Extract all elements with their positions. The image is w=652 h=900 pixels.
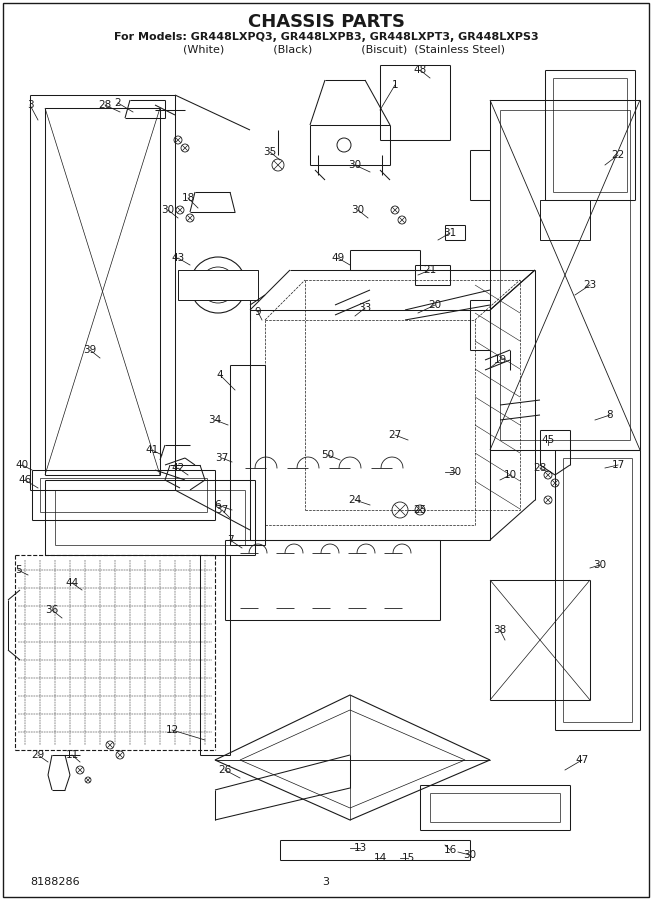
- Bar: [178, 270, 258, 300]
- Text: 19: 19: [494, 355, 507, 365]
- Text: 45: 45: [541, 435, 555, 445]
- Text: 3: 3: [323, 877, 329, 887]
- Text: 17: 17: [612, 460, 625, 470]
- Text: 24: 24: [348, 495, 362, 505]
- Text: 30: 30: [351, 205, 364, 215]
- Text: 34: 34: [209, 415, 222, 425]
- Text: 38: 38: [494, 625, 507, 635]
- Text: 36: 36: [46, 605, 59, 615]
- Text: 29: 29: [31, 750, 44, 760]
- Text: 28: 28: [98, 100, 111, 110]
- Text: 25: 25: [413, 505, 426, 515]
- Text: 8: 8: [607, 410, 614, 420]
- Text: 30: 30: [348, 160, 362, 170]
- Text: 37: 37: [215, 505, 229, 515]
- Text: 1: 1: [392, 80, 398, 90]
- Text: 18: 18: [181, 193, 195, 203]
- Text: 7: 7: [227, 535, 233, 545]
- Text: 16: 16: [443, 845, 456, 855]
- Text: 30: 30: [162, 205, 175, 215]
- Text: 39: 39: [83, 345, 96, 355]
- Text: 3: 3: [27, 100, 33, 110]
- Text: 8188286: 8188286: [30, 877, 80, 887]
- Text: 12: 12: [166, 725, 179, 735]
- Text: 42: 42: [171, 463, 185, 473]
- Text: 30: 30: [593, 560, 606, 570]
- Text: 43: 43: [171, 253, 185, 263]
- Text: 37: 37: [215, 453, 229, 463]
- Text: 23: 23: [584, 280, 597, 290]
- Text: 21: 21: [423, 265, 437, 275]
- Text: 20: 20: [428, 300, 441, 310]
- Text: 30: 30: [449, 467, 462, 477]
- Text: 15: 15: [402, 853, 415, 863]
- Text: 10: 10: [503, 470, 516, 480]
- Text: 11: 11: [65, 750, 79, 760]
- Text: 27: 27: [389, 430, 402, 440]
- Text: 44: 44: [65, 578, 79, 588]
- Text: 22: 22: [612, 150, 625, 160]
- Text: 48: 48: [413, 65, 426, 75]
- Text: For Models: GR448LXPQ3, GR448LXPB3, GR448LXPT3, GR448LXPS3: For Models: GR448LXPQ3, GR448LXPB3, GR44…: [113, 32, 539, 42]
- Text: 40: 40: [16, 460, 29, 470]
- Text: 28: 28: [533, 463, 546, 473]
- Text: 4: 4: [216, 370, 224, 380]
- Text: 33: 33: [359, 303, 372, 313]
- Text: CHASSIS PARTS: CHASSIS PARTS: [248, 13, 404, 31]
- Bar: [540, 200, 590, 240]
- Text: 5: 5: [15, 565, 22, 575]
- Text: (White)              (Black)              (Biscuit)  (Stainless Steel): (White) (Black) (Biscuit) (Stainless Ste…: [147, 45, 505, 55]
- Text: 50: 50: [321, 450, 334, 460]
- Text: 31: 31: [443, 228, 456, 238]
- Text: 30: 30: [464, 850, 477, 860]
- Text: 35: 35: [263, 147, 276, 157]
- Text: 47: 47: [575, 755, 589, 765]
- Text: 13: 13: [353, 843, 366, 853]
- Text: 6: 6: [215, 500, 221, 510]
- Text: 9: 9: [255, 307, 261, 317]
- Text: 46: 46: [18, 475, 32, 485]
- Text: 14: 14: [374, 853, 387, 863]
- Text: 41: 41: [145, 445, 158, 455]
- Text: 26: 26: [218, 765, 231, 775]
- Text: 2: 2: [115, 98, 121, 108]
- Text: 49: 49: [331, 253, 345, 263]
